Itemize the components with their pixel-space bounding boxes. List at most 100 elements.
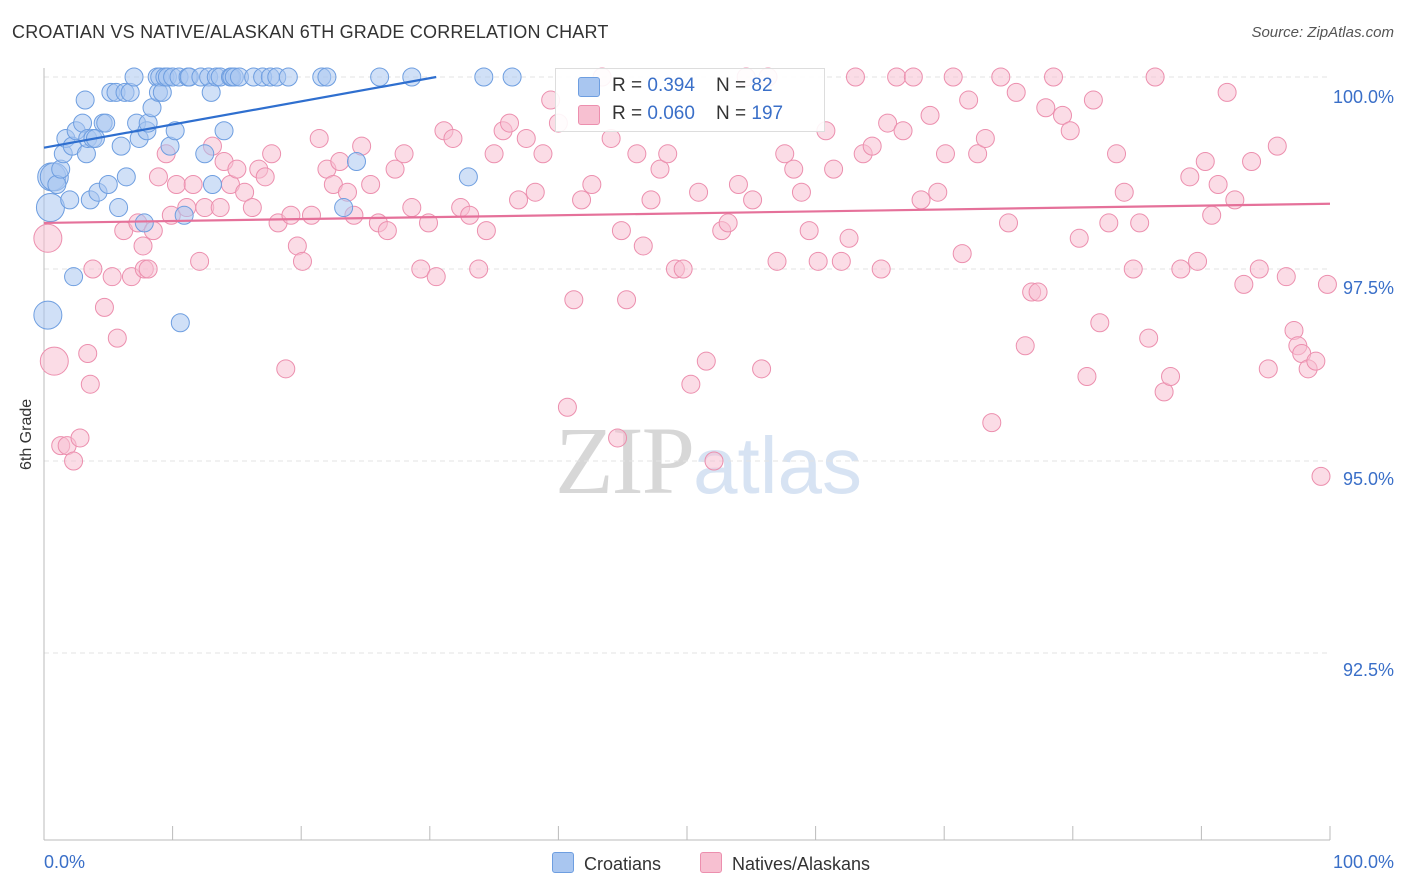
data-point (235, 182, 255, 202)
data-point (952, 244, 972, 264)
x-tick-label-min: 0.0% (44, 852, 86, 872)
data-point (1123, 259, 1143, 279)
data-point (476, 221, 496, 241)
data-point (214, 121, 234, 141)
data-point (928, 182, 948, 202)
data-point (242, 198, 262, 218)
bottom-legend-label-natives-alaskans: Natives/Alaskans (732, 854, 871, 874)
data-point (887, 67, 907, 87)
y-tick-label: 95.0% (1342, 469, 1394, 489)
legend-swatch-natives-alaskans (578, 105, 600, 125)
data-point (109, 198, 129, 218)
data-point (484, 144, 504, 164)
data-point (1171, 259, 1191, 279)
data-point (991, 67, 1011, 87)
data-point (617, 290, 637, 310)
data-point (124, 67, 144, 87)
data-point (704, 451, 724, 471)
data-point (824, 159, 844, 179)
data-point (911, 190, 931, 210)
data-point (94, 297, 114, 317)
data-point (893, 121, 913, 141)
data-point (377, 221, 397, 241)
data-point (1234, 274, 1254, 294)
data-point (633, 236, 653, 256)
data-point (601, 128, 621, 148)
data-point (689, 182, 709, 202)
data-point (278, 67, 298, 87)
data-point (1242, 151, 1262, 171)
data-point (107, 328, 127, 348)
data-point (111, 136, 131, 156)
data-point (426, 267, 446, 287)
data-point (33, 223, 63, 253)
data-point (862, 136, 882, 156)
data-point (696, 351, 716, 371)
data-point (752, 359, 772, 379)
data-point (903, 67, 923, 87)
data-point (346, 151, 366, 171)
data-point (317, 67, 337, 87)
data-point (443, 128, 463, 148)
y-tick-label: 100.0% (1332, 87, 1394, 107)
bottom-legend-label-croatians: Croatians (584, 854, 662, 874)
data-point (1036, 98, 1056, 118)
data-point (39, 346, 69, 376)
data-point (1145, 67, 1165, 87)
data-point (1015, 336, 1035, 356)
data-point (402, 198, 422, 218)
trend-lines (43, 75, 1331, 225)
data-point (1099, 213, 1119, 233)
data-point (170, 313, 190, 333)
data-point (370, 67, 390, 87)
data-point (1217, 82, 1237, 102)
data-point (183, 175, 203, 195)
data-point (557, 397, 577, 417)
data-point (334, 198, 354, 218)
legend-r-value: 0.394 (647, 75, 695, 96)
data-point (33, 300, 63, 330)
data-point (301, 205, 321, 225)
data-point (195, 144, 215, 164)
data-point (1267, 136, 1287, 156)
data-point (1161, 367, 1181, 387)
legend-r-value: 0.060 (647, 103, 695, 124)
data-point (650, 159, 670, 179)
data-point (878, 113, 898, 133)
data-point (920, 105, 940, 125)
data-point (1090, 313, 1110, 333)
trend-line-natives-alaskans (43, 202, 1331, 225)
data-point (1077, 367, 1097, 387)
data-point (641, 190, 661, 210)
series-croatians-points (33, 67, 522, 333)
data-point (419, 213, 439, 233)
bottom-legend-natives-alaskans: Natives/Alaskans (700, 852, 870, 875)
data-point (75, 90, 95, 110)
data-point (385, 159, 405, 179)
data-point (148, 167, 168, 187)
data-point (469, 259, 489, 279)
data-point (1208, 175, 1228, 195)
bottom-legend-swatch-natives-alaskans (700, 852, 722, 873)
chart-title: CROATIAN VS NATIVE/ALASKAN 6TH GRADE COR… (12, 22, 609, 42)
data-point (968, 144, 988, 164)
data-point (839, 228, 859, 248)
data-point (1258, 359, 1278, 379)
data-point (1276, 267, 1296, 287)
data-point (959, 90, 979, 110)
data-point (1083, 90, 1103, 110)
data-point (262, 144, 282, 164)
data-point (525, 182, 545, 202)
data-point (1195, 151, 1215, 171)
data-point (718, 213, 738, 233)
data-point (166, 175, 186, 195)
y-tick-label: 97.5% (1342, 278, 1394, 298)
data-point (64, 267, 84, 287)
legend-n-value: 197 (751, 103, 784, 124)
data-point (673, 259, 693, 279)
data-point (1311, 466, 1331, 486)
data-point (681, 374, 701, 394)
data-point (98, 175, 118, 195)
data-point (361, 175, 381, 195)
